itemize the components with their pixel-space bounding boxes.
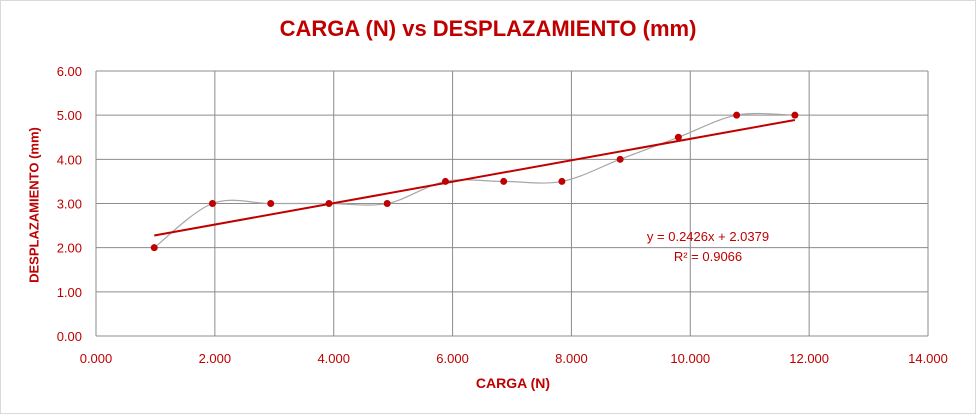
series-smooth-line — [153, 112, 795, 249]
x-tick-label: 14.000 — [908, 351, 948, 366]
data-point — [733, 111, 741, 119]
data-point — [616, 155, 624, 163]
x-axis-label: CARGA (N) — [475, 375, 551, 391]
x-tick-label: 4.000 — [317, 351, 350, 366]
y-tick-label: 4.00 — [57, 152, 82, 167]
y-tick-label: 5.00 — [57, 108, 82, 123]
x-tick-label: 8.000 — [555, 351, 588, 366]
trendline-r-squared: R² = 0.9066 — [674, 249, 742, 264]
data-point — [208, 200, 216, 207]
y-tick-label: 1.00 — [57, 285, 82, 300]
trendline-equation: y = 0.2426x + 2.0379 — [647, 229, 769, 244]
data-point — [150, 244, 158, 252]
y-tick-label: 2.00 — [57, 241, 82, 256]
data-point — [325, 200, 333, 207]
data-point — [558, 177, 566, 185]
y-tick-label: 0.00 — [57, 329, 82, 344]
data-point — [500, 177, 508, 185]
trendline — [154, 119, 796, 237]
x-tick-label: 0.000 — [80, 351, 113, 366]
y-tick-label: 6.00 — [57, 64, 82, 79]
data-point — [383, 200, 391, 207]
data-point — [791, 111, 799, 119]
x-tick-label: 6.000 — [436, 351, 469, 366]
chart-title: CARGA (N) vs DESPLAZAMIENTO (mm) — [279, 16, 697, 41]
x-tick-label: 12.000 — [789, 351, 829, 366]
data-point — [267, 200, 275, 207]
data-point — [441, 177, 449, 185]
y-tick-label: 3.00 — [57, 197, 82, 212]
data-point — [674, 133, 682, 141]
x-tick-label: 10.000 — [670, 351, 710, 366]
x-tick-label: 2.000 — [199, 351, 232, 366]
